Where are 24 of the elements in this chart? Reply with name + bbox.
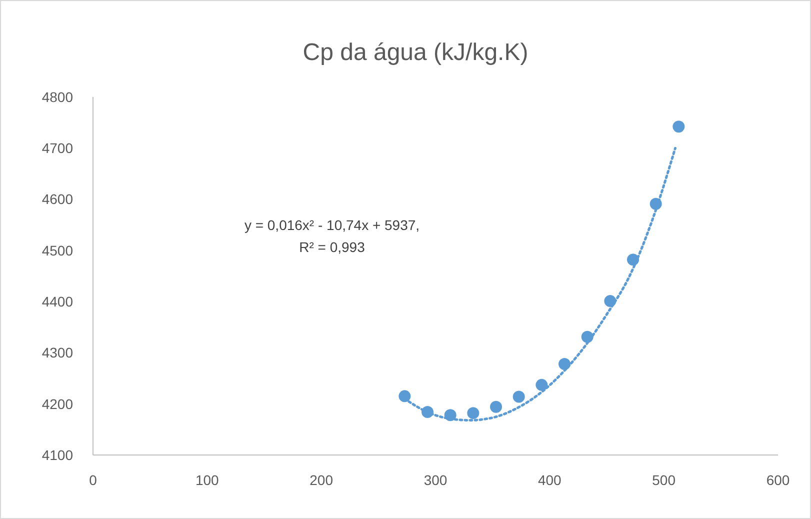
x-tick-label: 300 <box>424 472 448 488</box>
y-tick-label: 4600 <box>42 191 74 208</box>
x-tick-label: 400 <box>538 472 562 488</box>
point <box>467 407 480 420</box>
point <box>398 390 411 402</box>
x-tick-label: 200 <box>310 472 334 488</box>
y-tick-label: 4400 <box>42 293 74 310</box>
point <box>490 400 502 413</box>
y-tick-label: 4800 <box>42 88 74 105</box>
y-tick-label: 4300 <box>42 344 74 361</box>
y-tick-label: 4200 <box>42 396 74 412</box>
point <box>536 378 548 391</box>
annotation: R² = 0,993 <box>299 239 366 255</box>
y-tick-label: 4700 <box>42 140 74 156</box>
chart-title: Cp da água (kJ/kg.K) <box>302 39 528 66</box>
x-tick-label: 0 <box>89 472 98 488</box>
y-tick-label: 4100 <box>42 446 74 463</box>
x-tick-label: 600 <box>766 472 790 488</box>
annotation: y = 0,016x² - 10,74x + 5937, <box>244 217 420 233</box>
point <box>512 390 525 403</box>
y-tick-label: 4500 <box>42 242 74 258</box>
x-tick-label: 500 <box>652 472 676 488</box>
point <box>672 120 685 133</box>
x-tick-label: 100 <box>195 472 220 488</box>
